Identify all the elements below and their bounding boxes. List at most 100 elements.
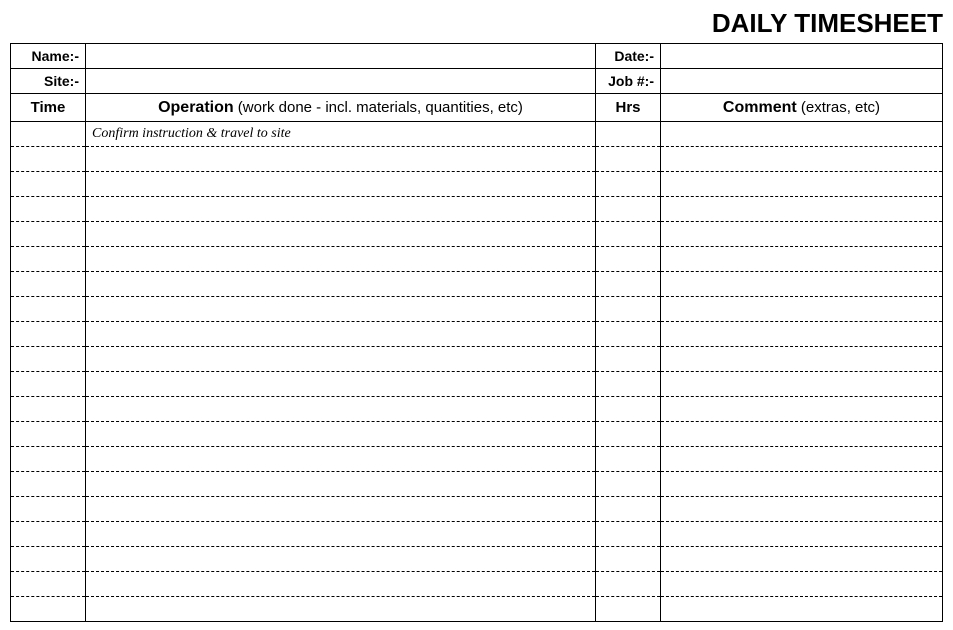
comment-cell[interactable]	[661, 447, 943, 472]
hrs-cell[interactable]	[596, 322, 661, 347]
hrs-cell[interactable]	[596, 147, 661, 172]
table-row	[11, 547, 943, 572]
comment-cell[interactable]	[661, 497, 943, 522]
comment-cell[interactable]	[661, 372, 943, 397]
comment-cell[interactable]	[661, 472, 943, 497]
date-value[interactable]	[661, 44, 943, 69]
time-cell[interactable]	[11, 372, 86, 397]
time-cell[interactable]	[11, 447, 86, 472]
hrs-cell[interactable]	[596, 347, 661, 372]
name-value[interactable]	[86, 44, 596, 69]
hrs-cell[interactable]	[596, 122, 661, 147]
comment-cell[interactable]	[661, 547, 943, 572]
hrs-cell[interactable]	[596, 597, 661, 622]
time-cell[interactable]	[11, 297, 86, 322]
operation-cell[interactable]	[86, 597, 596, 622]
hrs-cell[interactable]	[596, 547, 661, 572]
comment-cell[interactable]	[661, 297, 943, 322]
time-cell[interactable]	[11, 472, 86, 497]
operation-cell[interactable]	[86, 247, 596, 272]
hrs-cell[interactable]	[596, 222, 661, 247]
comment-cell[interactable]	[661, 597, 943, 622]
table-row	[11, 397, 943, 422]
comment-cell[interactable]	[661, 322, 943, 347]
table-row: Confirm instruction & travel to site	[11, 122, 943, 147]
comment-header-paren: (extras, etc)	[797, 99, 880, 116]
comment-cell[interactable]	[661, 122, 943, 147]
site-value[interactable]	[86, 69, 596, 94]
hrs-cell[interactable]	[596, 397, 661, 422]
time-header: Time	[11, 94, 86, 122]
operation-cell[interactable]	[86, 197, 596, 222]
hrs-cell[interactable]	[596, 172, 661, 197]
time-cell[interactable]	[11, 122, 86, 147]
operation-cell[interactable]	[86, 272, 596, 297]
operation-cell[interactable]	[86, 497, 596, 522]
comment-cell[interactable]	[661, 422, 943, 447]
operation-cell[interactable]	[86, 372, 596, 397]
hrs-cell[interactable]	[596, 272, 661, 297]
hrs-cell[interactable]	[596, 422, 661, 447]
job-value[interactable]	[661, 69, 943, 94]
hrs-cell[interactable]	[596, 572, 661, 597]
site-job-row: Site:- Job #:-	[11, 69, 943, 94]
time-cell[interactable]	[11, 497, 86, 522]
operation-cell[interactable]	[86, 472, 596, 497]
time-cell[interactable]	[11, 547, 86, 572]
comment-cell[interactable]	[661, 222, 943, 247]
table-row	[11, 172, 943, 197]
job-label: Job #:-	[596, 69, 661, 94]
operation-cell[interactable]	[86, 147, 596, 172]
operation-cell[interactable]	[86, 172, 596, 197]
time-cell[interactable]	[11, 322, 86, 347]
operation-cell[interactable]: Confirm instruction & travel to site	[86, 122, 596, 147]
comment-cell[interactable]	[661, 522, 943, 547]
comment-cell[interactable]	[661, 272, 943, 297]
time-cell[interactable]	[11, 522, 86, 547]
comment-cell[interactable]	[661, 247, 943, 272]
time-cell[interactable]	[11, 222, 86, 247]
time-cell[interactable]	[11, 147, 86, 172]
operation-cell[interactable]	[86, 572, 596, 597]
hrs-cell[interactable]	[596, 197, 661, 222]
operation-cell[interactable]	[86, 322, 596, 347]
operation-cell[interactable]	[86, 297, 596, 322]
table-row	[11, 422, 943, 447]
operation-cell[interactable]	[86, 547, 596, 572]
time-cell[interactable]	[11, 572, 86, 597]
comment-cell[interactable]	[661, 197, 943, 222]
comment-cell[interactable]	[661, 572, 943, 597]
time-cell[interactable]	[11, 597, 86, 622]
operation-cell[interactable]	[86, 347, 596, 372]
time-cell[interactable]	[11, 247, 86, 272]
document-title: DAILY TIMESHEET	[10, 8, 943, 39]
time-cell[interactable]	[11, 272, 86, 297]
operation-header-bold: Operation	[158, 99, 234, 116]
time-cell[interactable]	[11, 347, 86, 372]
operation-cell[interactable]	[86, 222, 596, 247]
operation-cell[interactable]	[86, 447, 596, 472]
operation-cell[interactable]	[86, 422, 596, 447]
comment-cell[interactable]	[661, 147, 943, 172]
time-cell[interactable]	[11, 197, 86, 222]
time-cell[interactable]	[11, 172, 86, 197]
table-row	[11, 347, 943, 372]
table-row	[11, 247, 943, 272]
hrs-cell[interactable]	[596, 497, 661, 522]
comment-cell[interactable]	[661, 347, 943, 372]
operation-cell[interactable]	[86, 397, 596, 422]
table-row	[11, 197, 943, 222]
hrs-cell[interactable]	[596, 472, 661, 497]
comment-cell[interactable]	[661, 397, 943, 422]
hrs-cell[interactable]	[596, 297, 661, 322]
hrs-cell[interactable]	[596, 447, 661, 472]
table-row	[11, 297, 943, 322]
hrs-cell[interactable]	[596, 522, 661, 547]
hrs-cell[interactable]	[596, 247, 661, 272]
table-row	[11, 147, 943, 172]
comment-cell[interactable]	[661, 172, 943, 197]
time-cell[interactable]	[11, 397, 86, 422]
time-cell[interactable]	[11, 422, 86, 447]
operation-cell[interactable]	[86, 522, 596, 547]
hrs-cell[interactable]	[596, 372, 661, 397]
